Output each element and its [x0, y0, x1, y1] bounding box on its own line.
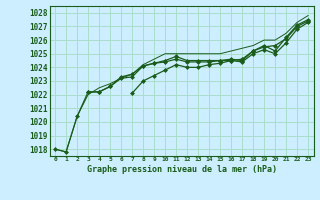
X-axis label: Graphe pression niveau de la mer (hPa): Graphe pression niveau de la mer (hPa) — [87, 165, 276, 174]
